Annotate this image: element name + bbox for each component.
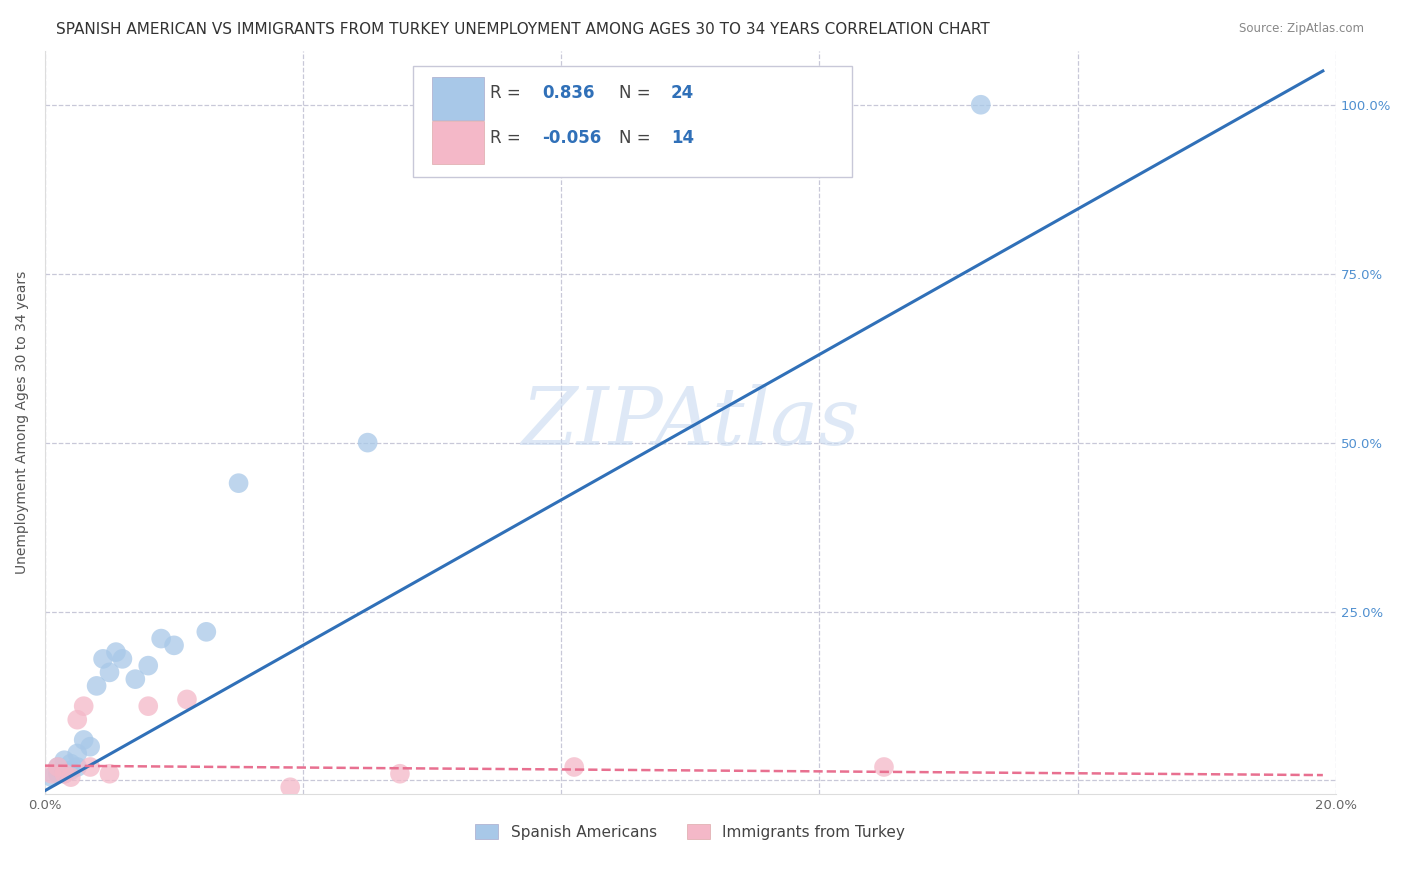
Point [104, 645, 127, 659]
Point [46, 760, 69, 774]
Point [86, 679, 108, 693]
Point [53, 766, 76, 780]
Point [388, 766, 411, 780]
Point [79, 739, 101, 754]
Point [46, 760, 69, 774]
Point [150, 632, 173, 646]
Point [357, 435, 380, 450]
Point [136, 699, 159, 714]
Point [53, 766, 76, 780]
Point [66, 747, 89, 761]
Point [278, 780, 301, 795]
Point [59, 770, 82, 784]
Text: -0.056: -0.056 [541, 128, 602, 146]
Point [79, 760, 101, 774]
Point [98, 665, 121, 680]
Point [46, 766, 69, 780]
FancyBboxPatch shape [413, 65, 852, 177]
Point [124, 672, 146, 686]
Point [228, 476, 250, 491]
Text: N =: N = [620, 128, 657, 146]
Y-axis label: Unemployment Among Ages 30 to 34 years: Unemployment Among Ages 30 to 34 years [15, 270, 30, 574]
Text: SPANISH AMERICAN VS IMMIGRANTS FROM TURKEY UNEMPLOYMENT AMONG AGES 30 TO 34 YEAR: SPANISH AMERICAN VS IMMIGRANTS FROM TURK… [56, 22, 990, 37]
Point [136, 658, 159, 673]
Point [73, 699, 96, 714]
Point [41, 766, 63, 780]
Text: R =: R = [491, 84, 526, 102]
Point [111, 652, 134, 666]
Point [66, 760, 89, 774]
Point [195, 624, 218, 639]
Text: Source: ZipAtlas.com: Source: ZipAtlas.com [1239, 22, 1364, 36]
FancyBboxPatch shape [432, 77, 484, 120]
Point [970, 97, 993, 112]
Point [41, 770, 63, 784]
Text: N =: N = [620, 84, 657, 102]
Text: ZIPAtlas: ZIPAtlas [522, 384, 859, 461]
Point [562, 760, 585, 774]
Point [176, 692, 198, 706]
Text: 24: 24 [671, 84, 695, 102]
Text: R =: R = [491, 128, 526, 146]
Legend: Spanish Americans, Immigrants from Turkey: Spanish Americans, Immigrants from Turke… [470, 818, 911, 846]
Text: 0.836: 0.836 [541, 84, 595, 102]
Point [873, 760, 896, 774]
Point [59, 764, 82, 778]
Point [53, 753, 76, 767]
Point [91, 652, 114, 666]
Point [59, 756, 82, 771]
Point [98, 766, 121, 780]
Point [73, 733, 96, 747]
Point [163, 638, 186, 652]
Point [66, 713, 89, 727]
FancyBboxPatch shape [432, 121, 484, 164]
Text: 14: 14 [671, 128, 695, 146]
